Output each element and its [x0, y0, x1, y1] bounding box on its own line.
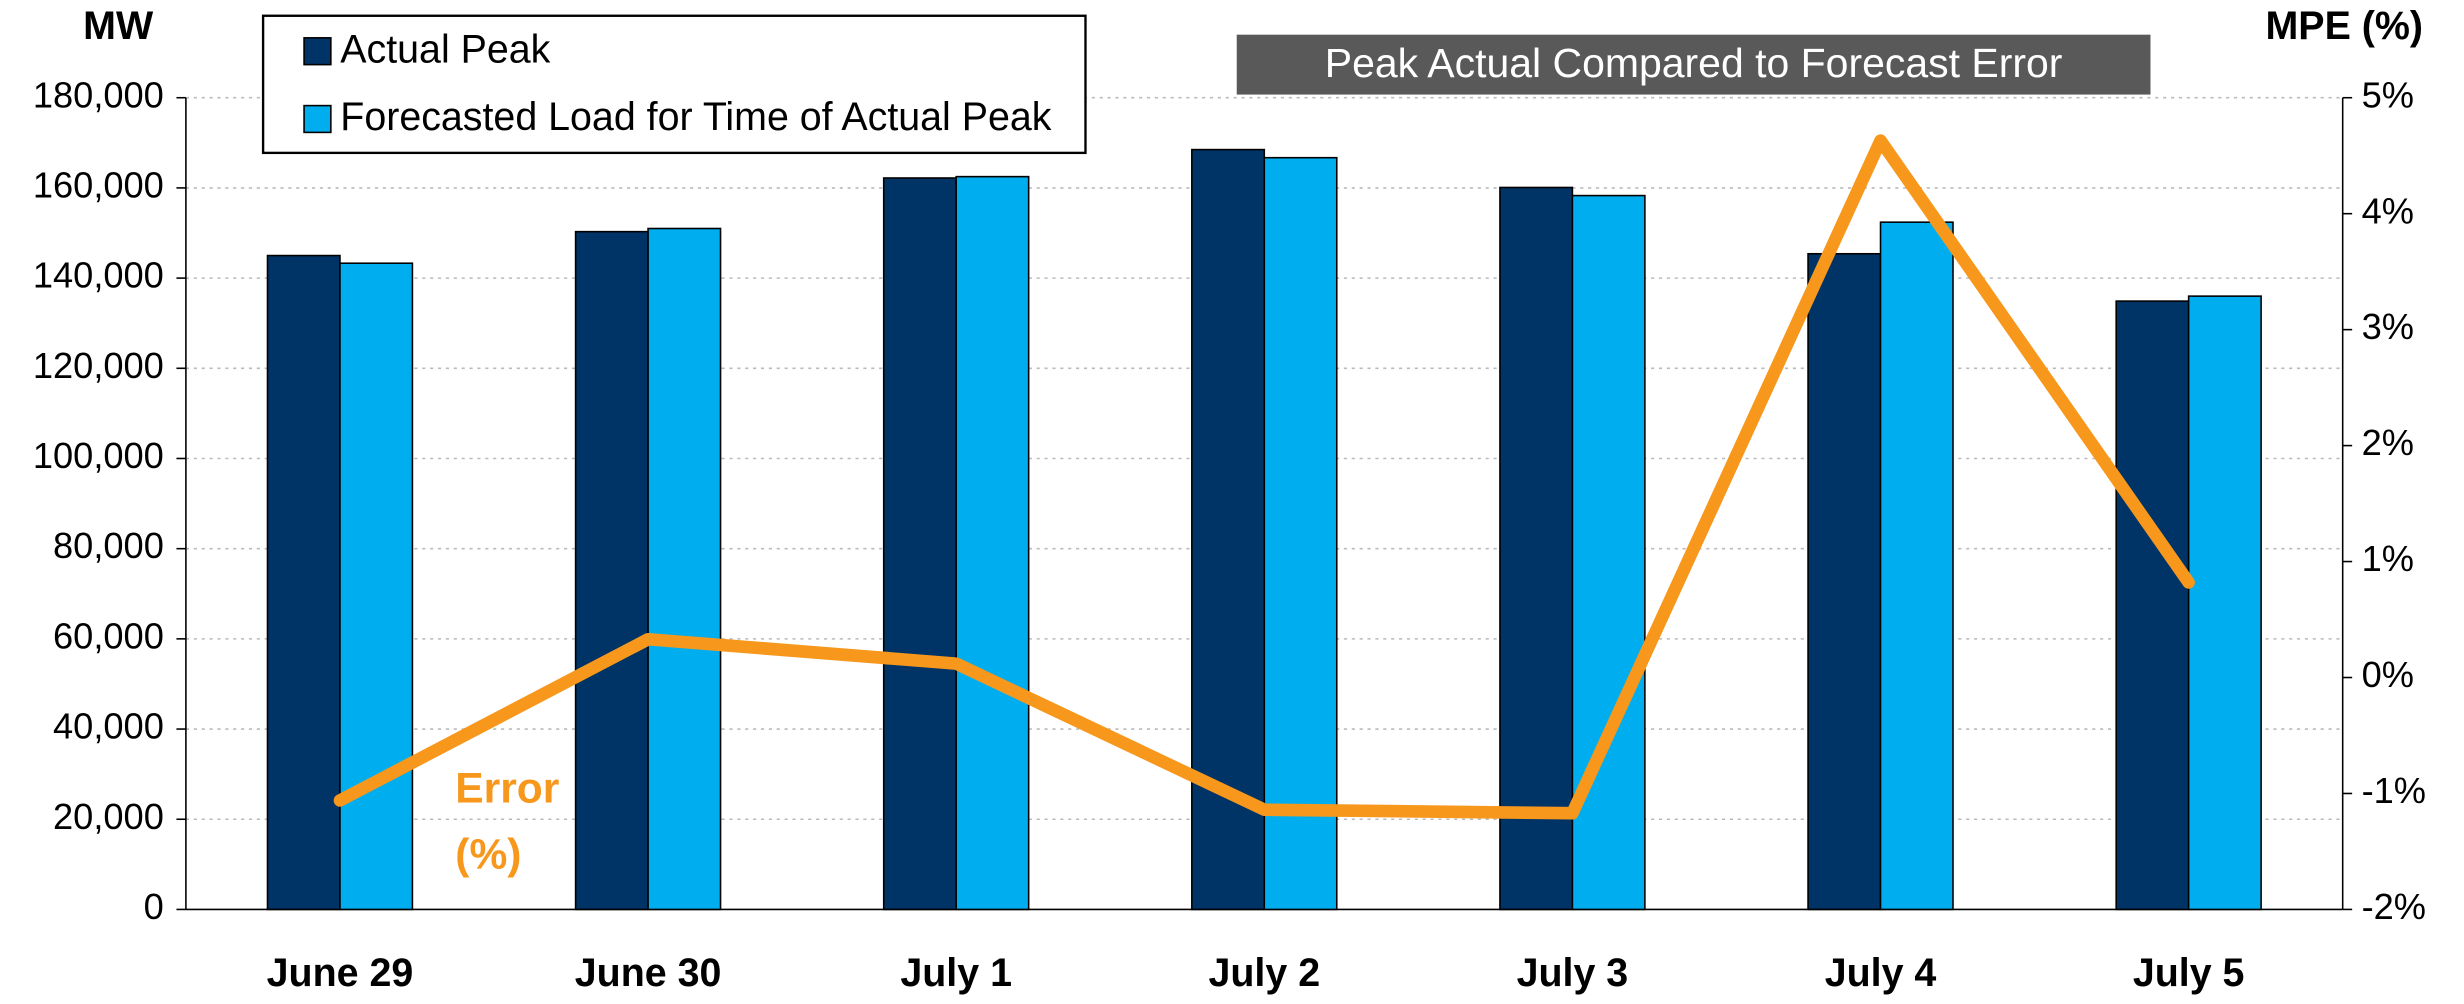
x-tick-label: July 3	[1517, 951, 1629, 995]
x-tick-label: July 2	[1208, 951, 1320, 995]
legend-label: Actual Peak	[340, 27, 550, 71]
x-tick-label: June 29	[267, 951, 414, 995]
bar	[1499, 186, 1574, 911]
bar	[647, 227, 722, 911]
y2-tick-label: 2%	[2362, 422, 2414, 463]
y-tick-label: 120,000	[33, 345, 164, 386]
bar	[574, 230, 649, 911]
y-tick-label: 60,000	[53, 615, 164, 656]
bar	[1879, 221, 1954, 911]
y-axis-label: MW	[83, 4, 154, 48]
annotation: Error	[455, 764, 559, 812]
bar	[1263, 156, 1338, 911]
y-tick-label: 100,000	[33, 435, 164, 476]
x-tick-label: July 5	[2133, 951, 2245, 995]
title-box	[1236, 34, 2151, 95]
x-tick-label: June 30	[575, 951, 722, 995]
legend-label: Forecasted Load for Time of Actual Peak	[340, 95, 1051, 139]
bar	[339, 262, 414, 911]
y2-tick-label: 0%	[2362, 654, 2414, 695]
y-tick-label: 40,000	[53, 706, 164, 747]
x-tick-label: July 1	[900, 951, 1012, 995]
chart-title: Peak Actual Compared to Forecast Error	[1325, 40, 2063, 86]
x-tick-label: July 4	[1825, 951, 1937, 995]
legend-swatch	[303, 37, 332, 66]
y2-axis-label: MPE (%)	[2266, 4, 2423, 48]
bar	[266, 254, 341, 911]
y2-tick-label: 3%	[2362, 306, 2414, 347]
bar	[1807, 252, 1882, 911]
y2-tick-label: -2%	[2362, 886, 2426, 927]
bar	[955, 175, 1030, 911]
error-line	[333, 134, 2195, 820]
bar	[2115, 300, 2190, 911]
y2-tick-label: 4%	[2362, 190, 2414, 231]
y-tick-label: 80,000	[53, 525, 164, 566]
legend-swatch	[303, 104, 332, 134]
annotation: (%)	[455, 831, 521, 879]
y-tick-label: 160,000	[33, 164, 164, 205]
y-tick-label: 20,000	[53, 796, 164, 837]
bar	[882, 177, 957, 911]
bar	[2187, 295, 2262, 911]
y2-tick-label: 1%	[2362, 538, 2414, 579]
legend-box	[261, 14, 1087, 155]
y-tick-label: 0	[144, 886, 164, 927]
y2-tick-label: -1%	[2362, 770, 2426, 811]
y2-tick-label: 5%	[2362, 74, 2414, 115]
y-tick-label: 140,000	[33, 255, 164, 296]
y-tick-label: 180,000	[33, 74, 164, 115]
